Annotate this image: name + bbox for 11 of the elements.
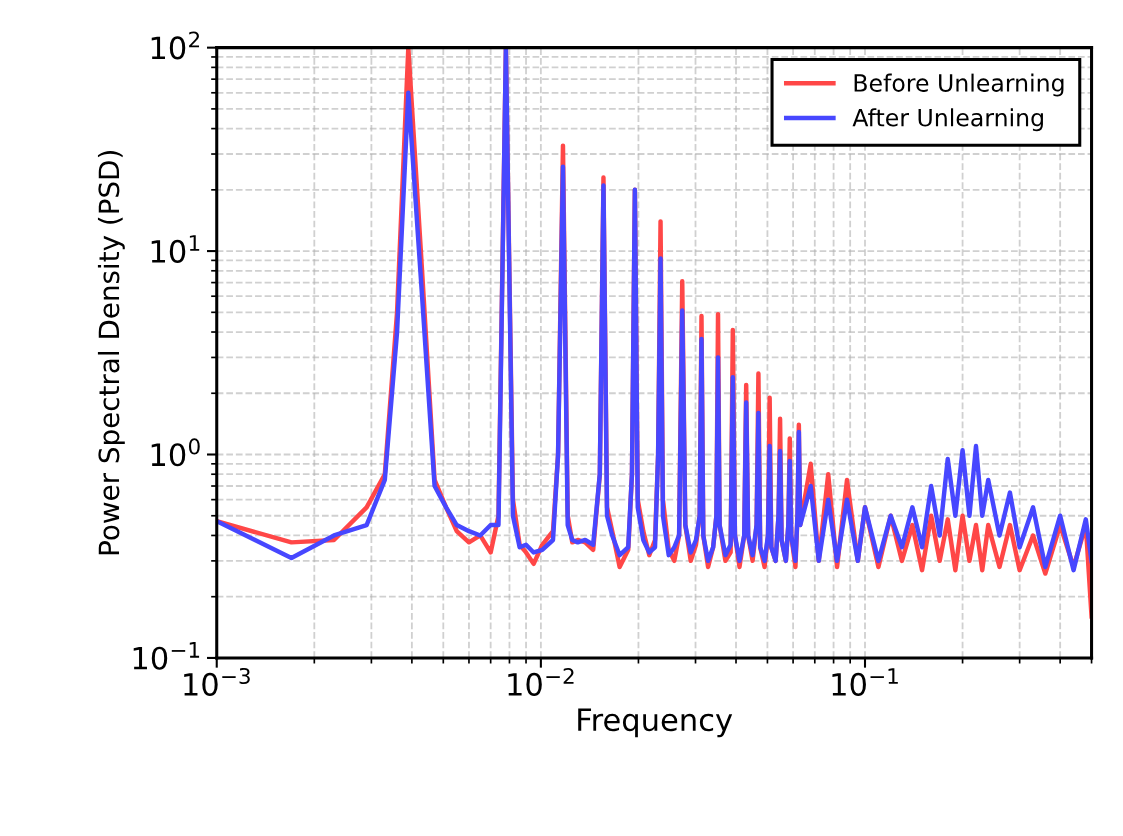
x-tick-label: 10$^{−2}$ xyxy=(508,667,574,696)
x-axis-title: Frequency xyxy=(578,708,733,738)
x-tick-label: 10$^{−1}$ xyxy=(832,668,898,696)
y-tick-label: 10$^{2}$ xyxy=(151,31,200,60)
legend-label: Before Unlearning xyxy=(854,73,1064,97)
x-tick-label: 10$^{−3}$ xyxy=(184,667,250,696)
y-axis-title: Power Spectral Density (PSD) xyxy=(97,151,125,555)
legend-label: After Unlearning xyxy=(852,108,1043,132)
y-tick-label: 10$^{1}$ xyxy=(151,235,200,263)
y-tick-label: 10$^{0}$ xyxy=(151,438,200,467)
y-tick-label: 10$^{−1}$ xyxy=(133,642,200,670)
